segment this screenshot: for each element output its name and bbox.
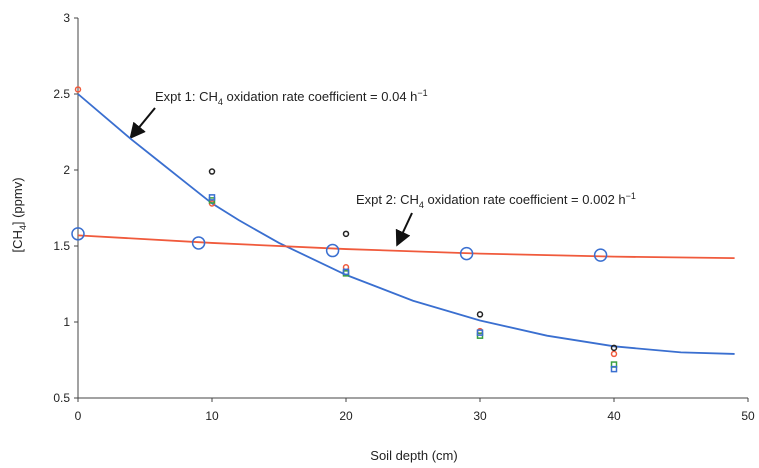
point	[610, 350, 618, 358]
annotation-part: Expt 2: CH	[356, 192, 419, 207]
point	[342, 230, 350, 238]
annotation-sub: 4	[218, 97, 223, 107]
point	[459, 246, 474, 261]
point	[593, 248, 608, 262]
fit-line	[77, 93, 735, 355]
annotation-sup: −1	[626, 191, 636, 201]
annotation-sub: 4	[419, 200, 424, 210]
annotation: Expt 1: CH4 oxidation rate coefficient =…	[155, 88, 428, 107]
point	[71, 227, 85, 241]
x-tick-label: 0	[75, 409, 82, 423]
y-tick-label: 3	[63, 11, 70, 25]
y-tick-label: 1.5	[53, 239, 70, 253]
point	[74, 86, 82, 93]
annotation-sup: −1	[417, 88, 427, 98]
x-tick-label: 40	[607, 409, 621, 423]
annotation-arrow	[129, 107, 156, 140]
y-title-sub: 4	[18, 225, 28, 230]
annotation-part: oxidation rate coefficient = 0.04 h	[223, 89, 418, 104]
x-axis-title: Soil depth (cm)	[370, 448, 457, 463]
point	[610, 365, 618, 373]
x-tick-label: 20	[339, 409, 353, 423]
point	[325, 243, 340, 258]
point	[208, 168, 216, 175]
y-axis-title: [CH4] (ppmv)	[10, 177, 28, 252]
y-tick-label: 1	[63, 315, 70, 329]
annotation-arrow	[395, 212, 413, 247]
annotation-part: oxidation rate coefficient = 0.002 h	[424, 192, 626, 207]
fit-line	[77, 234, 735, 260]
annotation-part: Expt 1: CH	[155, 89, 218, 104]
y-tick-label: 2	[63, 163, 70, 177]
x-tick-label: 10	[205, 409, 219, 423]
point	[610, 344, 618, 352]
point	[208, 194, 216, 201]
annotation: Expt 2: CH4 oxidation rate coefficient =…	[356, 191, 636, 210]
point	[476, 329, 484, 336]
y-title-part: [CH	[10, 230, 25, 252]
point	[476, 311, 484, 318]
x-tick-label: 50	[741, 409, 755, 423]
point	[342, 268, 350, 276]
y-title-part: ] (ppmv)	[10, 177, 25, 225]
y-tick-label: 0.5	[53, 391, 70, 405]
x-tick-label: 30	[473, 409, 487, 423]
y-tick-label: 2.5	[53, 87, 70, 101]
point	[191, 236, 206, 250]
